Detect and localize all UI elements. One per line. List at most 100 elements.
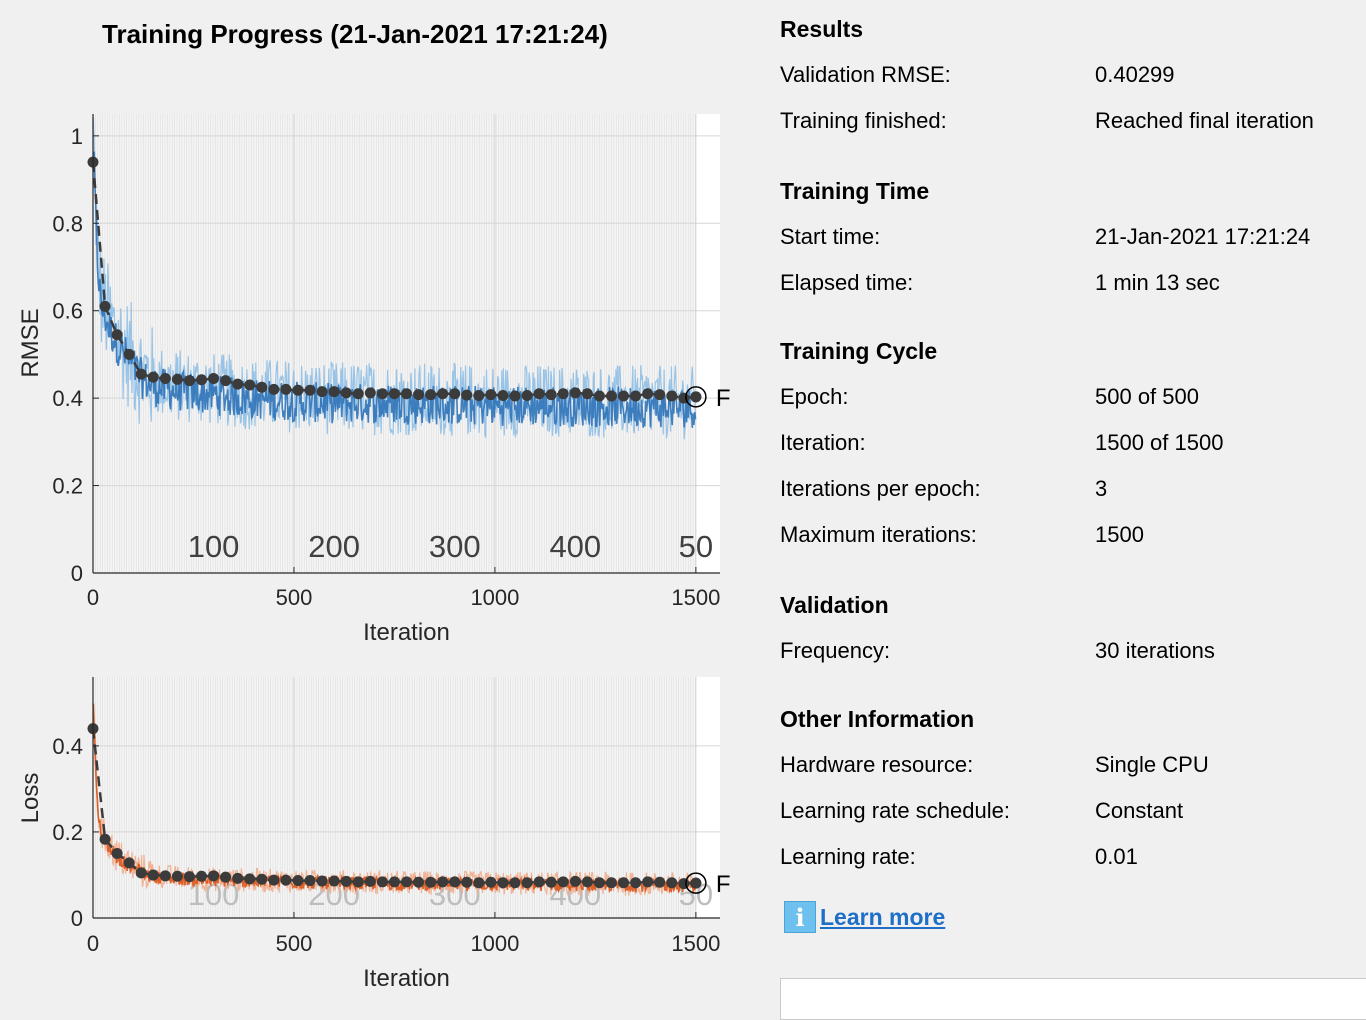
loss-validation-point [99, 833, 111, 845]
rmse-x-tick-label: 1000 [470, 585, 519, 610]
loss-validation-point [256, 873, 268, 885]
rmse-validation-point [630, 390, 642, 402]
rmse-validation-point [123, 348, 135, 360]
learning-rate-schedule-value: Constant [1095, 798, 1184, 823]
rmse-validation-point [316, 386, 328, 398]
maximum-iterations-label: Maximum iterations: [780, 522, 977, 547]
rmse-validation-point [364, 387, 376, 399]
rmse-x-axis-label: Iteration [363, 619, 450, 646]
loss-validation-point [618, 877, 630, 889]
rmse-validation-point [171, 373, 183, 385]
rmse-y-tick-label: 0.6 [52, 299, 83, 324]
hardware-resource-value: Single CPU [1095, 752, 1209, 777]
rmse-validation-point [292, 384, 304, 396]
loss-validation-point [485, 876, 497, 888]
maximum-iterations-value: 1500 [1095, 522, 1144, 547]
loss-validation-point [328, 875, 340, 887]
learn-more-link-group[interactable]: i Learn more [784, 901, 945, 933]
rmse-x-tick-label: 1500 [671, 585, 720, 610]
loss-validation-point [159, 870, 171, 882]
loss-validation-point [581, 876, 593, 888]
loss-validation-point [388, 876, 400, 888]
rmse-epoch-shading [93, 114, 696, 573]
rmse-validation-point [605, 390, 617, 402]
rmse-y-tick-label: 0.2 [52, 474, 83, 499]
loss-validation-point [220, 871, 232, 883]
loss-x-tick-label: 500 [276, 931, 313, 956]
elapsed-time-value: 1 min 13 sec [1095, 270, 1220, 295]
rmse-validation-point [654, 389, 666, 401]
results-section-title: Results [780, 16, 864, 42]
elapsed-time-label: Elapsed time: [780, 270, 914, 295]
rmse-validation-point [413, 389, 425, 401]
loss-validation-point [557, 876, 569, 888]
epoch-value: 500 of 500 [1095, 384, 1199, 409]
rmse-validation-point [557, 388, 569, 400]
loss-validation-point [268, 874, 280, 886]
rmse-epoch-label: 50 [679, 529, 713, 564]
learning-rate-value: 0.01 [1095, 844, 1138, 869]
frequency-label: Frequency: [780, 638, 891, 663]
rmse-validation-point [533, 388, 545, 400]
rmse-training-smoothed-line [92, 151, 697, 428]
rmse-epoch-label: 200 [308, 529, 360, 564]
other-information-section-title: Other Information [780, 706, 975, 732]
training-plots-panel: 100 200 300 400 50 F 0 0.2 0.4 0.6 0.8 1 0 500 1000 150… [17, 19, 731, 992]
rmse-final-marker [685, 386, 707, 408]
frequency-value: 30 iterations [1095, 638, 1215, 663]
loss-final-marker [685, 872, 707, 894]
details-box [780, 978, 1366, 1020]
rmse-validation-point [401, 388, 412, 400]
rmse-validation-point [208, 372, 220, 384]
rmse-y-tick-label: 0.8 [52, 211, 83, 236]
loss-y-tick-label: 0.4 [52, 734, 83, 759]
loss-y-axis-label: Loss [17, 773, 44, 824]
training-cycle-section-title: Training Cycle [780, 338, 938, 364]
loss-validation-point [401, 876, 412, 888]
loss-validation-point [605, 877, 617, 889]
validation-rmse-label: Validation RMSE: [780, 62, 951, 87]
loss-validation-point [147, 869, 159, 881]
rmse-validation-point [666, 390, 678, 402]
rmse-validation-point [280, 383, 292, 395]
rmse-validation-point [581, 388, 593, 400]
learning-rate-label: Learning rate: [780, 844, 916, 869]
loss-validation-point [666, 877, 678, 889]
loss-x-axis-label: Iteration [363, 965, 450, 992]
rmse-x-tick-label: 500 [276, 585, 313, 610]
rmse-epoch-label: 400 [549, 529, 601, 564]
rmse-validation-point [388, 388, 400, 400]
rmse-chart: 100 200 300 400 50 F 0 0.2 0.4 0.6 0.8 1 0 500 1000 150… [17, 114, 731, 646]
loss-validation-point [509, 877, 521, 889]
rmse-validation-point [196, 374, 208, 386]
loss-final-label: F [716, 871, 731, 898]
info-icon[interactable]: i [784, 901, 816, 933]
rmse-validation-point [521, 390, 533, 402]
loss-x-tick-label: 1500 [671, 931, 720, 956]
start-time-value: 21-Jan-2021 17:21:24 [1095, 224, 1311, 249]
rmse-validation-point [485, 389, 497, 401]
rmse-validation-point [425, 389, 437, 401]
learn-more-link[interactable]: Learn more [820, 903, 946, 930]
loss-validation-point [244, 873, 256, 885]
rmse-validation-point [256, 381, 268, 393]
loss-validation-point [208, 870, 220, 882]
rmse-validation-point [99, 300, 111, 312]
loss-validation-point [183, 871, 195, 883]
rmse-final-point [690, 391, 702, 403]
loss-validation-point [593, 877, 605, 889]
loss-x-tick-label: 0 [87, 931, 99, 956]
rmse-final-label: F [716, 385, 731, 412]
rmse-validation-point [232, 378, 244, 390]
loss-validation-point [654, 876, 666, 888]
rmse-y-tick-label: 0 [71, 561, 83, 586]
loss-chart: 100 200 300 400 50 F00.20.40 500 1000 1500Iterat… [17, 677, 731, 992]
chart-title: Training Progress (21-Jan-2021 17:21:24) [102, 19, 608, 49]
loss-validation-point [521, 877, 533, 889]
rmse-x-tick-label: 0 [87, 585, 99, 610]
loss-validation-point [304, 875, 316, 887]
rmse-validation-point [376, 388, 388, 400]
loss-validation-point [292, 875, 304, 887]
rmse-epoch-label: 300 [429, 529, 481, 564]
rmse-validation-point [461, 389, 473, 401]
